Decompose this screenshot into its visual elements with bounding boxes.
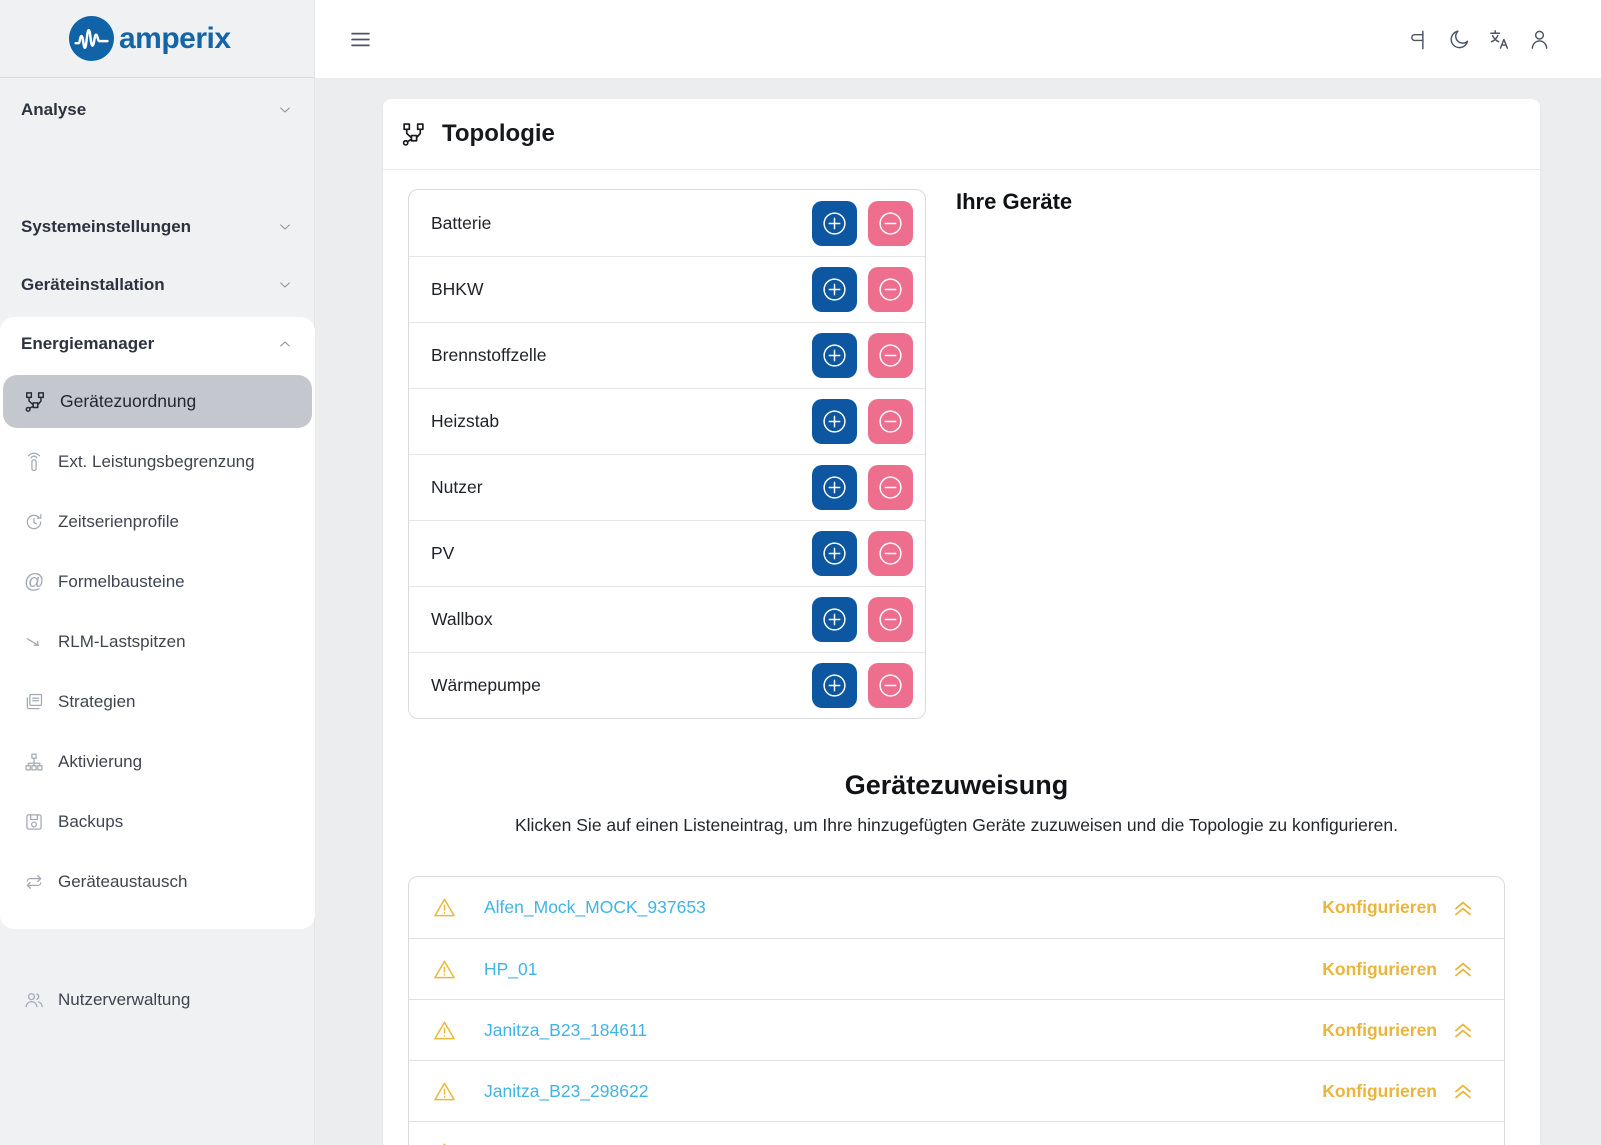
configure-link[interactable]: Konfigurieren — [1322, 897, 1437, 917]
device-type-row: Brennstoffzelle — [409, 322, 925, 388]
add-wallbox-button[interactable] — [812, 597, 857, 642]
double-chevron-up-icon[interactable] — [1450, 1017, 1476, 1043]
sidebar-item-aktivierung[interactable]: Aktivierung — [0, 745, 315, 779]
assignment-title: Gerätezuweisung — [844, 770, 1069, 800]
moon-icon[interactable] — [1448, 28, 1471, 51]
topologie-card: Topologie Batterie BHKW — [383, 99, 1540, 1145]
sidebar-item-geraeteaustausch[interactable]: Geräteaustausch — [0, 865, 315, 899]
device-type-row: BHKW — [409, 256, 925, 322]
documents-icon — [24, 692, 44, 712]
device-assignment-list: Alfen_Mock_MOCK_937653 Konfigurieren HP_… — [408, 876, 1505, 1145]
brand-name: amperix — [119, 21, 231, 55]
configure-link[interactable]: Konfigurieren — [1322, 1019, 1437, 1040]
sidebar-item-rlm-lastspitzen[interactable]: RLM-Lastspitzen — [0, 625, 315, 659]
topology-icon — [401, 122, 426, 147]
assignment-row-janitza-298622[interactable]: Janitza_B23_298622 Konfigurieren — [409, 1060, 1504, 1121]
assignment-row-alfen[interactable]: Alfen_Mock_MOCK_937653 Konfigurieren — [409, 877, 1504, 938]
device-type-row: Wärmepumpe — [409, 652, 925, 718]
device-link[interactable]: Alfen_Mock_MOCK_937653 — [484, 897, 706, 917]
device-type-list: Batterie BHKW Brennstoffzelle — [408, 189, 926, 719]
chevron-up-icon — [277, 336, 293, 352]
device-type-row: Nutzer — [409, 454, 925, 520]
antenna-icon — [24, 452, 44, 472]
main-content: Topologie Batterie BHKW — [315, 79, 1601, 1145]
assignment-row-partial[interactable] — [409, 1121, 1504, 1145]
history-clock-icon — [24, 512, 44, 532]
sidebar: amperix Analyse Systemeinstellungen Gerä… — [0, 0, 315, 1145]
user-icon[interactable] — [1528, 28, 1551, 51]
energiemanager-panel: Energiemanager Gerätezuordnung — [0, 317, 315, 929]
double-chevron-up-icon[interactable] — [1450, 956, 1476, 982]
brand-logo[interactable]: amperix — [0, 0, 315, 78]
warning-icon — [433, 896, 456, 919]
double-chevron-up-icon[interactable] — [1450, 895, 1476, 921]
remove-nutzer-button[interactable] — [868, 465, 913, 510]
add-bhkw-button[interactable] — [812, 267, 857, 312]
remove-batterie-button[interactable] — [868, 200, 913, 246]
warning-icon — [433, 958, 456, 981]
page-title: Topologie — [442, 120, 555, 147]
sidebar-item-nutzerverwaltung[interactable]: Nutzerverwaltung — [0, 983, 315, 1017]
sidebar-section-analyse[interactable]: Analyse — [0, 95, 315, 125]
users-icon — [24, 990, 44, 1010]
topbar — [315, 0, 1601, 79]
remove-bhkw-button[interactable] — [868, 267, 913, 312]
your-devices-title: Ihre Geräte — [956, 189, 1073, 214]
assignment-row-hp01[interactable]: HP_01 Konfigurieren — [409, 938, 1504, 999]
add-pv-button[interactable] — [812, 531, 857, 576]
sidebar-item-zeitserienprofile[interactable]: Zeitserienprofile — [0, 505, 315, 539]
hamburger-menu-icon[interactable] — [347, 26, 374, 53]
sidebar-item-strategien[interactable]: Strategien — [0, 685, 315, 719]
topbar-actions — [1408, 28, 1601, 51]
sidebar-section-energiemanager[interactable]: Energiemanager — [0, 329, 315, 359]
remove-brennstoffzelle-button[interactable] — [868, 333, 913, 378]
configure-link[interactable]: Konfigurieren — [1322, 1080, 1437, 1101]
translate-icon[interactable] — [1488, 28, 1511, 51]
device-link[interactable]: HP_01 — [484, 958, 538, 979]
assignment-subtitle: Klicken Sie auf einen Listeneintrag, um … — [514, 815, 1399, 835]
amperix-wave-icon — [69, 16, 114, 61]
sidebar-item-geraetezuordnung[interactable]: Gerätezuordnung — [3, 375, 312, 428]
sidebar-section-geraeteinstallation[interactable]: Geräteinstallation — [0, 270, 315, 300]
add-batterie-button[interactable] — [812, 200, 857, 246]
swap-arrows-icon — [24, 872, 44, 892]
chevron-down-icon — [277, 219, 293, 235]
sidebar-section-systemeinstellungen[interactable]: Systemeinstellungen — [0, 212, 315, 242]
remove-waermepumpe-button[interactable] — [868, 663, 913, 708]
double-chevron-up-icon[interactable] — [1450, 1078, 1476, 1104]
device-link[interactable]: Janitza_B23_184611 — [484, 1019, 648, 1040]
signpost-icon[interactable] — [1408, 28, 1431, 51]
at-sign-icon: @ — [24, 571, 45, 593]
add-waermepumpe-button[interactable] — [812, 663, 857, 708]
assignment-row-janitza-184611[interactable]: Janitza_B23_184611 Konfigurieren — [409, 999, 1504, 1060]
remove-wallbox-button[interactable] — [868, 597, 913, 642]
remove-pv-button[interactable] — [868, 531, 913, 576]
add-nutzer-button[interactable] — [812, 465, 857, 510]
card-header: Topologie — [383, 99, 1540, 170]
sidebar-item-ext-leistungsbegrenzung[interactable]: Ext. Leistungsbegrenzung — [0, 445, 315, 479]
warning-icon — [433, 1080, 456, 1103]
configure-link[interactable]: Konfigurieren — [1322, 958, 1437, 979]
sitemap-icon — [24, 752, 44, 772]
device-type-row: Batterie — [409, 190, 925, 256]
add-heizstab-button[interactable] — [812, 399, 857, 444]
chevron-down-icon — [277, 277, 293, 293]
device-link[interactable]: Janitza_B23_298622 — [484, 1080, 649, 1101]
warning-icon — [433, 1141, 456, 1145]
warning-icon — [433, 1019, 456, 1042]
topology-icon — [24, 391, 46, 413]
remove-heizstab-button[interactable] — [868, 399, 913, 444]
device-type-row: PV — [409, 520, 925, 586]
floppy-disk-icon — [24, 812, 44, 832]
add-brennstoffzelle-button[interactable] — [812, 333, 857, 378]
device-type-row: Heizstab — [409, 388, 925, 454]
trend-arrow-icon — [24, 632, 44, 652]
sidebar-item-formelbausteine[interactable]: @ Formelbausteine — [24, 571, 185, 593]
sidebar-item-backups[interactable]: Backups — [0, 805, 315, 839]
device-type-row: Wallbox — [409, 586, 925, 652]
chevron-down-icon — [277, 102, 293, 118]
